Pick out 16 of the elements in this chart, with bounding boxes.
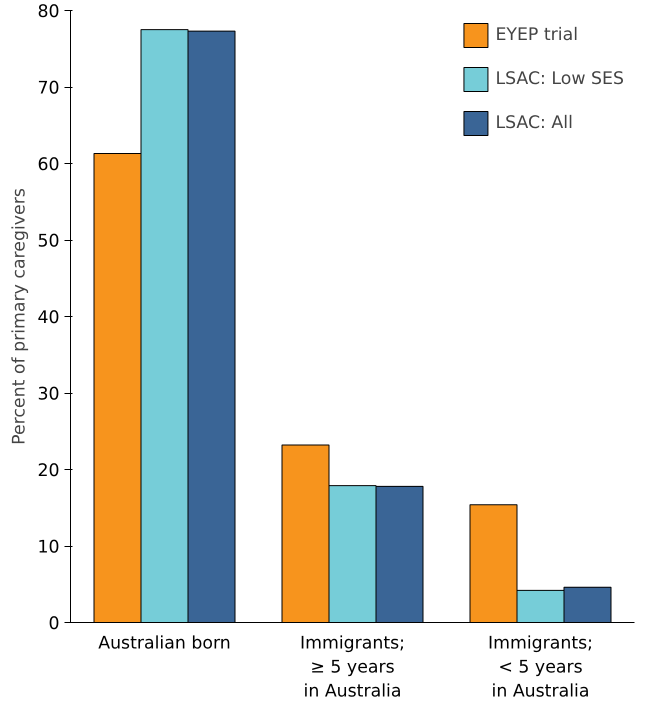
y-tick-label: 0 (48, 614, 60, 634)
legend-label: EYEP trial (495, 25, 578, 45)
legend-label: LSAC: Low SES (495, 69, 624, 89)
x-tick-label: Immigrants; < 5 years in Australia (488, 634, 594, 702)
y-axis-title: Percent of primary caregivers (9, 188, 30, 445)
x-tick-label: Immigrants; ≥ 5 years in Australia (300, 634, 406, 702)
y-tick-label: 10 (37, 538, 60, 558)
y-tick-label: 70 (37, 78, 60, 98)
y-tick-label: 60 (37, 155, 60, 175)
y-tick-label: 50 (37, 232, 60, 252)
y-tick-label: 20 (37, 461, 60, 481)
legend-label: LSAC: All (495, 113, 573, 133)
y-tick-label: 30 (37, 384, 60, 404)
x-tick-label: Australian born (98, 634, 231, 654)
y-tick-label: 40 (37, 308, 60, 328)
y-tick-label: 80 (37, 2, 60, 22)
